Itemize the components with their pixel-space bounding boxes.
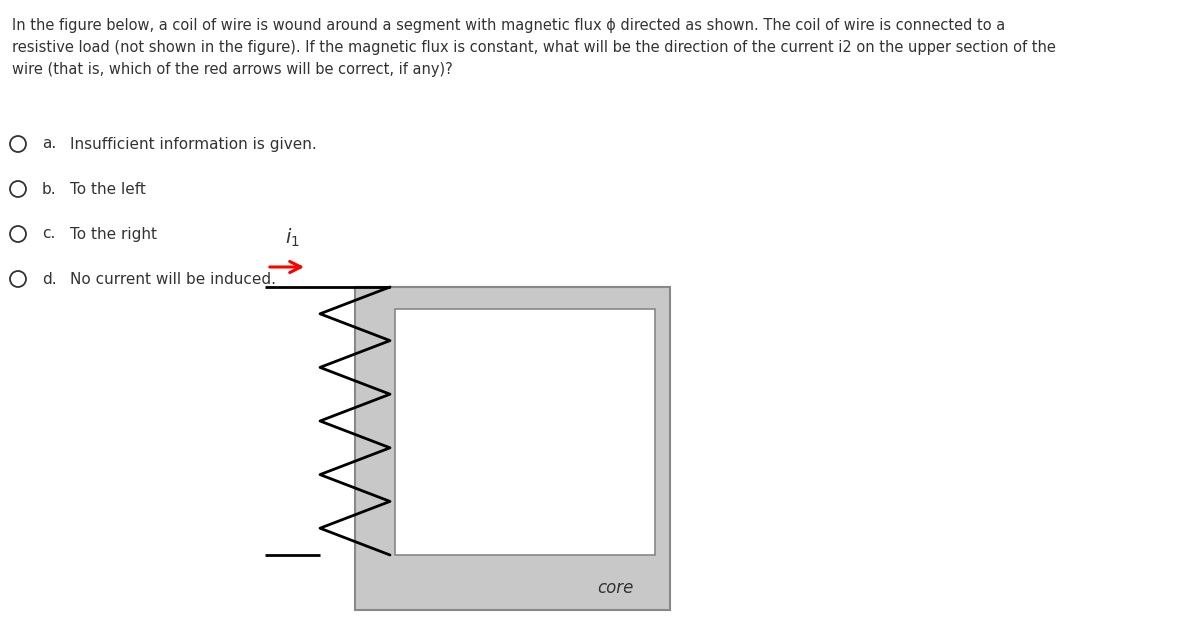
Text: a.: a. bbox=[42, 137, 56, 151]
Text: To the right: To the right bbox=[70, 227, 157, 241]
Text: b.: b. bbox=[42, 181, 56, 197]
Text: $i_1$: $i_1$ bbox=[284, 227, 299, 249]
Text: c.: c. bbox=[42, 227, 55, 241]
Text: Insufficient information is given.: Insufficient information is given. bbox=[70, 137, 317, 151]
Bar bbox=[355, 287, 670, 610]
Text: d.: d. bbox=[42, 272, 56, 287]
Text: In the figure below, a coil of wire is wound around a segment with magnetic flux: In the figure below, a coil of wire is w… bbox=[12, 18, 1056, 77]
Text: core: core bbox=[596, 579, 634, 597]
Bar bbox=[395, 309, 655, 555]
Text: No current will be induced.: No current will be induced. bbox=[70, 272, 276, 287]
Text: To the left: To the left bbox=[70, 181, 146, 197]
